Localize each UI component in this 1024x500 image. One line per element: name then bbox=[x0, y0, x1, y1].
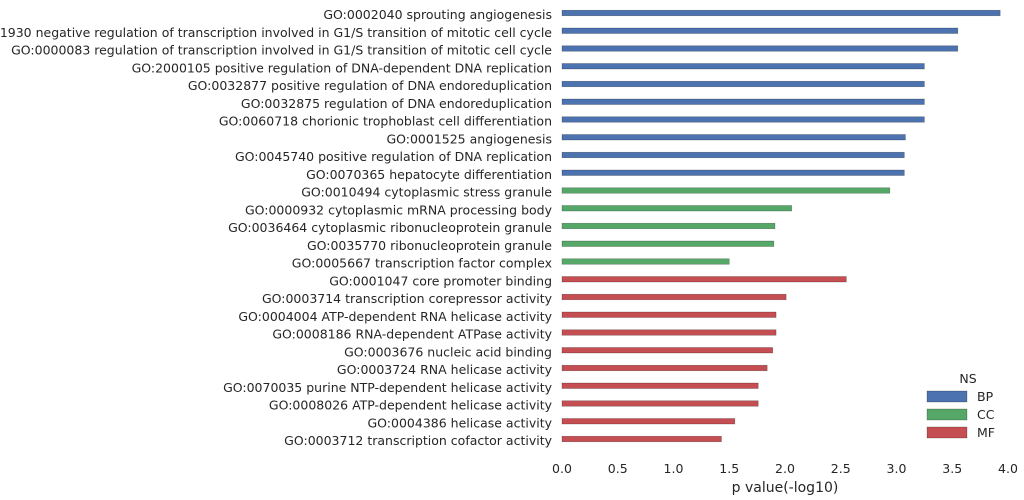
bar-bp bbox=[561, 98, 925, 105]
category-label: GO:0000932 cytoplasmic mRNA processing b… bbox=[245, 202, 553, 217]
category-label: GO:0003676 nucleic acid binding bbox=[344, 344, 552, 359]
category-label: GO:0001525 angiogenesis bbox=[386, 131, 552, 146]
bar-mf bbox=[561, 435, 722, 443]
bar-bp bbox=[561, 45, 959, 52]
bar-mf bbox=[561, 364, 768, 372]
bar-bp bbox=[561, 169, 905, 176]
bar-bp bbox=[561, 27, 959, 34]
category-label: GO:0008186 RNA-dependent ATPase activity bbox=[272, 327, 552, 342]
bar-mf bbox=[561, 382, 759, 389]
category-label: GO:0003724 RNA helicase activity bbox=[337, 362, 553, 377]
category-label: GO:0004004 ATP-dependent RNA helicase ac… bbox=[238, 309, 552, 324]
category-label: GO:0005667 transcription factor complex bbox=[292, 256, 552, 271]
bar-mf bbox=[561, 418, 736, 425]
category-label: GO:0003712 transcription cofactor activi… bbox=[284, 433, 552, 448]
legend-swatch-cc bbox=[926, 408, 968, 421]
bar-bp bbox=[561, 151, 905, 159]
category-label: GO:0036464 cytoplasmic ribonucleoprotein… bbox=[228, 220, 552, 235]
bars-layer bbox=[561, 9, 1001, 443]
x-tick-label: 0.0 bbox=[552, 461, 572, 476]
x-tick-label: 1.5 bbox=[719, 461, 739, 476]
bar-cc bbox=[561, 187, 891, 194]
bar-mf bbox=[561, 400, 759, 407]
category-label: GO:0071930 negative regulation of transc… bbox=[0, 25, 552, 40]
bar-bp bbox=[561, 9, 1001, 17]
category-label: GO:2000105 positive regulation of DNA-de… bbox=[132, 60, 552, 75]
x-axis: 0.0 0.5 1.0 1.5 2.0 2.5 3.0 3.5 4.0 bbox=[552, 461, 1018, 476]
bar-cc bbox=[561, 222, 776, 230]
legend-swatch-mf bbox=[926, 426, 968, 439]
category-label: GO:0004386 helicase activity bbox=[367, 415, 552, 430]
legend-title: NS bbox=[959, 371, 976, 386]
category-label: GO:0032875 regulation of DNA endoredupli… bbox=[241, 96, 552, 111]
bar-mf bbox=[561, 329, 777, 336]
x-tick-label: 3.0 bbox=[887, 461, 907, 476]
category-label: GO:0001047 core promoter binding bbox=[329, 273, 552, 288]
x-tick-label: 3.5 bbox=[942, 461, 962, 476]
category-label: GO:0070365 hepatocyte differentiation bbox=[306, 167, 552, 182]
bar-cc bbox=[561, 258, 730, 265]
bar-mf bbox=[561, 311, 777, 318]
bar-mf bbox=[561, 347, 774, 354]
category-label: GO:0070035 purine NTP-dependent helicase… bbox=[223, 380, 553, 395]
x-tick-label: 2.5 bbox=[831, 461, 851, 476]
x-axis-title: p value(-log10) bbox=[732, 480, 839, 496]
bar-bp bbox=[561, 80, 925, 88]
legend-label: CC bbox=[977, 407, 995, 422]
category-label: GO:0000083 regulation of transcription i… bbox=[11, 43, 552, 58]
bar-mf bbox=[561, 276, 847, 283]
x-tick-label: 2.0 bbox=[775, 461, 795, 476]
legend: NS BP CC MF bbox=[926, 371, 995, 440]
legend-label: BP bbox=[977, 389, 994, 404]
category-label: GO:0003714 transcription corepressor act… bbox=[262, 291, 553, 306]
category-label: GO:0035770 ribonucleoprotein granule bbox=[307, 238, 552, 253]
bar-bp bbox=[561, 134, 906, 141]
category-label: GO:0032877 positive regulation of DNA en… bbox=[188, 78, 552, 93]
bar-cc bbox=[561, 240, 775, 247]
category-label: GO:0060718 chorionic trophoblast cell di… bbox=[219, 114, 552, 129]
category-labels: GO:0002040 sprouting angiogenesis GO:0071… bbox=[0, 7, 553, 448]
x-tick-label: 1.0 bbox=[664, 461, 684, 476]
category-label: GO:0008026 ATP-dependent helicase activi… bbox=[269, 398, 553, 413]
legend-swatch-bp bbox=[926, 390, 968, 403]
bar-cc bbox=[561, 205, 792, 212]
bar-bp bbox=[561, 116, 925, 123]
category-label: GO:0002040 sprouting angiogenesis bbox=[323, 7, 552, 22]
x-tick-label: 4.0 bbox=[998, 461, 1018, 476]
category-label: GO:0010494 cytoplasmic stress granule bbox=[301, 185, 552, 200]
category-label: GO:0045740 positive regulation of DNA re… bbox=[235, 149, 552, 164]
bar-bp bbox=[561, 63, 925, 70]
bar-mf bbox=[561, 293, 787, 301]
x-tick-label: 0.5 bbox=[608, 461, 628, 476]
legend-label: MF bbox=[977, 425, 995, 440]
